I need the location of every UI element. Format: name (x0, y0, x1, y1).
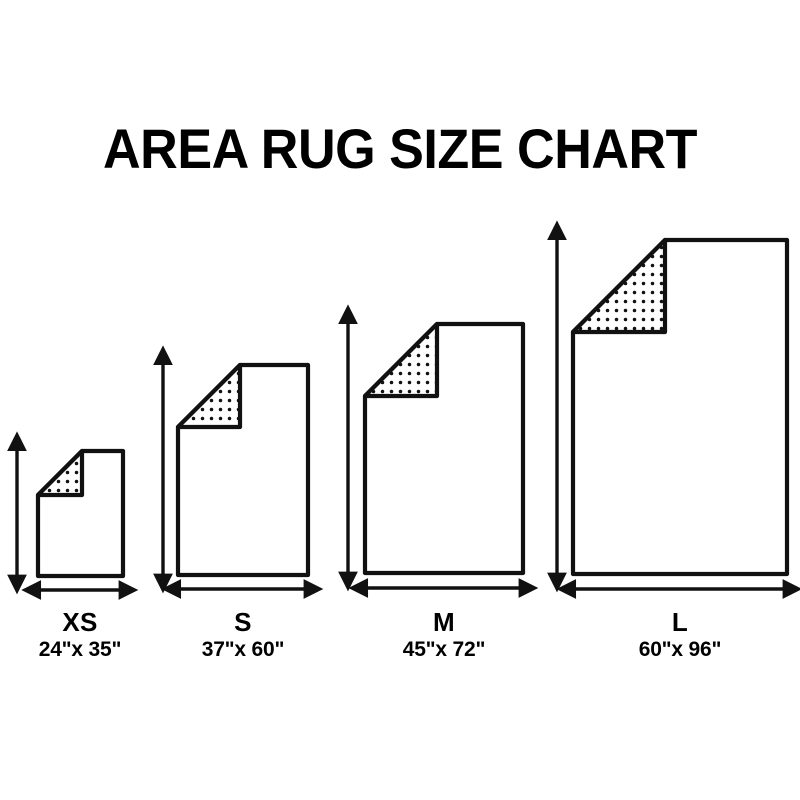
rug-label-group-xs: XS 24"x 35" (0, 607, 220, 663)
rug-dimensions-label-s: 37"x 60" (201, 638, 285, 661)
page-title: AREA RUG SIZE CHART (103, 117, 697, 180)
rug-fold-corner-s (175, 362, 243, 430)
rug-label-group-m: M 45"x 72" (304, 607, 584, 663)
rug-size-label-l: L (671, 607, 689, 637)
rug-body-l (570, 237, 790, 577)
rug-l (547, 220, 800, 599)
rug-dimensions-label-xs: 24"x 35" (38, 638, 122, 661)
rug-label-group-l: L 60"x 96" (540, 607, 800, 663)
rug-s (153, 345, 324, 599)
rug-size-label-m: M (433, 607, 455, 637)
rug-fold-corner-l (570, 237, 668, 335)
rug-fold-corner-m (362, 321, 440, 399)
rug-size-label-xs: XS (62, 607, 98, 637)
rug-label-group-s: S 37"x 60" (103, 607, 383, 663)
rug-fold-corner-xs (35, 448, 85, 498)
rug-size-label-s: S (234, 607, 252, 637)
rug-dimensions-label-m: 45"x 72" (402, 638, 486, 661)
rug-body-m (362, 321, 526, 576)
rug-dimensions-label-l: 60"x 96" (638, 638, 722, 661)
rug-m (338, 304, 539, 598)
rug-xs (7, 431, 139, 600)
rug-body-s (175, 362, 311, 578)
